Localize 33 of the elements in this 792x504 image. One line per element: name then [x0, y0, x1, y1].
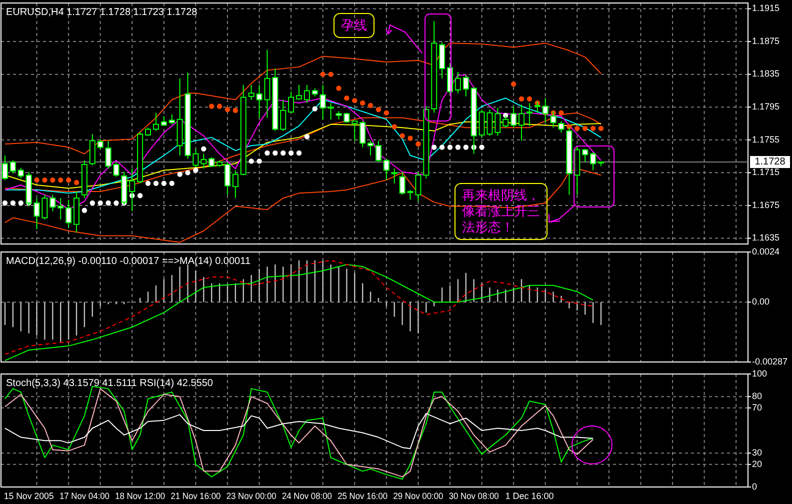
y-tick-label: 1.1675	[752, 200, 780, 210]
chart-title: Stoch(5,3,3) 43.1579 41.5111 RSI(14) 42.5550	[6, 378, 214, 389]
chart-title: MACD(12,26,9) -0.00110 -0.00017 ==>MA(14) 0.00011	[6, 256, 251, 267]
y-tick-label: 1.1635	[752, 232, 780, 243]
x-tick-label: 23 Nov 00:00	[226, 491, 280, 501]
y-tick-label: 0.00	[752, 296, 770, 306]
y-tick-label: 80	[752, 390, 762, 401]
y-tick-label: 20	[752, 458, 762, 469]
x-tick-label: 17 Nov 04:00	[59, 491, 113, 501]
x-tick-label: 1 Dec 16:00	[505, 491, 554, 501]
y-tick-label: 0	[752, 481, 758, 492]
annotation: 孕线	[341, 18, 367, 34]
x-tick-label: 25 Nov 16:00	[338, 491, 392, 501]
y-tick-label: 1.1875	[752, 36, 780, 46]
y-tick-label: 100	[752, 368, 768, 378]
y-tick-label: 70	[752, 402, 762, 412]
y-tick-label: 1.1715	[752, 167, 780, 178]
y-tick-label: 1.1795	[752, 101, 780, 112]
y-tick-label: 30	[752, 447, 762, 458]
x-tick-label: 21 Nov 16:00	[170, 491, 224, 501]
chart-title: EURUSD,H4 1.1727 1.1728 1.1723 1.1728	[6, 7, 198, 18]
ref-line-label: 1.1728	[754, 156, 786, 168]
y-tick-label: 1.1755	[752, 134, 780, 144]
y-tick-label: 1.1915	[752, 3, 780, 14]
x-tick-label: 30 Nov 08:00	[448, 491, 502, 501]
y-tick-label: 1.1835	[752, 68, 780, 79]
y-tick-label: -0.00287	[752, 356, 788, 366]
annotation: 再来根阴线，像看涨上升三法形态！	[462, 188, 540, 236]
y-tick-label: 0.0024	[752, 246, 780, 256]
x-tick-label: 29 Nov 00:00	[393, 491, 447, 501]
x-tick-label: 24 Nov 08:00	[282, 491, 336, 501]
x-tick-label: 18 Nov 12:00	[115, 491, 169, 501]
x-tick-label: 15 Nov 2005	[4, 491, 55, 501]
